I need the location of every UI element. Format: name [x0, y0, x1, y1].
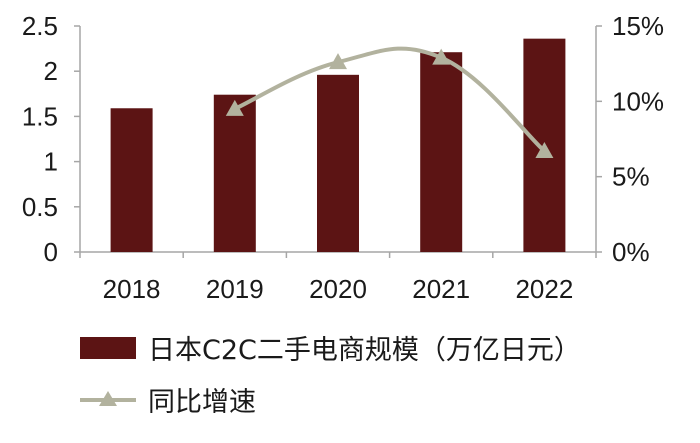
growth-point: [329, 53, 347, 70]
left-tick-label: 2.5: [22, 11, 58, 41]
line-series: [225, 46, 554, 159]
right-tick-label: 5%: [612, 162, 650, 192]
legend-bar-label: 日本C2C二手电商规模（万亿日元）: [148, 335, 581, 366]
x-tick-label: 2020: [309, 274, 367, 304]
legend-line-swatch: [80, 390, 136, 406]
bar: [420, 52, 463, 252]
left-tick-label: 1.5: [22, 101, 58, 131]
x-tick-label: 2019: [206, 274, 264, 304]
left-tick-label: 2: [44, 56, 58, 86]
bar: [317, 74, 359, 252]
left-tick-label: 1: [44, 147, 58, 177]
left-tick-label: 0.5: [22, 192, 58, 222]
legend-item-line: 同比增速: [80, 380, 256, 419]
right-tick-label: 10%: [612, 86, 664, 116]
left-tick-label: 0: [44, 237, 58, 267]
legend-bar-swatch: [80, 336, 136, 359]
growth-point: [432, 48, 451, 65]
right-tick-label: 0%: [612, 237, 650, 267]
legend-line-label: 同比增速: [148, 387, 256, 418]
right-tick-label: 15%: [612, 11, 664, 41]
tick-labels: 0 0.5 1 1.5 2 2.5 0% 5% 10% 15% 2018 2019 2020 2021 20…: [22, 11, 664, 304]
x-tick-label: 2018: [103, 274, 161, 304]
growth-line: [233, 46, 546, 153]
bar: [213, 94, 256, 252]
growth-point: [225, 99, 244, 116]
bar-series: [110, 38, 566, 252]
bar: [110, 108, 153, 252]
growth-point: [535, 142, 554, 159]
legend-item-bar: 日本C2C二手电商规模（万亿日元）: [80, 328, 581, 367]
x-tick-label: 2021: [412, 274, 470, 304]
x-tick-label: 2022: [515, 274, 573, 304]
